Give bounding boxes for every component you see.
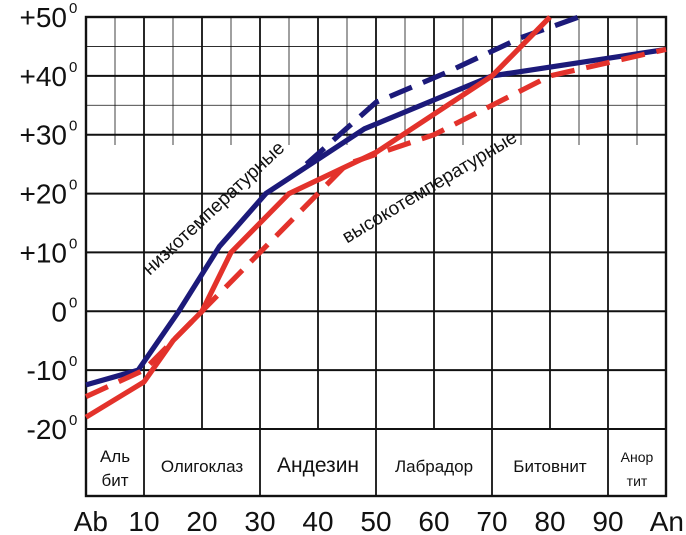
x-tick-label: 40 xyxy=(302,506,333,535)
composition-zones: Аль бит Олигоклаз Андезин Лабрадор Битовнит Ан… xyxy=(86,428,666,496)
y-tick-label: +20 xyxy=(20,179,68,210)
x-tick-label: 60 xyxy=(418,506,449,535)
x-tick-label: 10 xyxy=(128,506,159,535)
curve-annotation: высокотемпературные xyxy=(339,127,521,248)
y-tick-label: -20 xyxy=(27,414,67,445)
x-tick-label: 70 xyxy=(476,506,507,535)
zone-label: Анор xyxy=(621,449,654,465)
x-tick-label: 20 xyxy=(186,506,217,535)
y-tick-degree: 0 xyxy=(69,0,77,17)
y-tick-label: +10 xyxy=(20,237,68,268)
y-tick-degree: 0 xyxy=(69,412,77,429)
series-line xyxy=(84,46,667,399)
y-tick-degree: 0 xyxy=(69,235,77,252)
zone-label: бит xyxy=(101,471,128,490)
zone-label: Андезин xyxy=(277,454,359,477)
x-tick-label: 90 xyxy=(592,506,623,535)
y-tick-label: +40 xyxy=(20,61,68,92)
grid xyxy=(84,15,668,498)
x-tick-label: 50 xyxy=(360,506,391,535)
series-line xyxy=(85,46,667,388)
series xyxy=(84,14,667,420)
x-tick-label: 80 xyxy=(534,506,565,535)
x-tick-label: Ab xyxy=(74,506,108,535)
zone-label: Битовнит xyxy=(513,457,587,476)
x-tick-label: 30 xyxy=(244,506,275,535)
y-tick-label: +50 xyxy=(20,2,68,33)
axes: +50 0+40 0+30 0+20 0+10 00 0-10 0-20 0Ab 10 20 30 40… xyxy=(20,0,685,535)
zone-label: Лабрадор xyxy=(395,457,473,476)
y-tick-label: +30 xyxy=(20,120,68,151)
y-tick-degree: 0 xyxy=(69,118,77,135)
series-line xyxy=(304,14,580,167)
zone-label: Олигоклаз xyxy=(161,457,244,476)
series-line xyxy=(84,15,552,420)
zone-label: тит xyxy=(627,473,648,489)
y-tick-degree: 0 xyxy=(69,294,77,311)
y-tick-degree: 0 xyxy=(69,177,77,194)
x-tick-label: An xyxy=(650,506,684,535)
y-tick-degree: 0 xyxy=(69,353,77,370)
y-tick-degree: 0 xyxy=(69,59,77,76)
zone-label: Аль xyxy=(100,447,130,466)
y-tick-label: 0 xyxy=(51,296,67,327)
y-tick-label: -10 xyxy=(27,355,67,386)
